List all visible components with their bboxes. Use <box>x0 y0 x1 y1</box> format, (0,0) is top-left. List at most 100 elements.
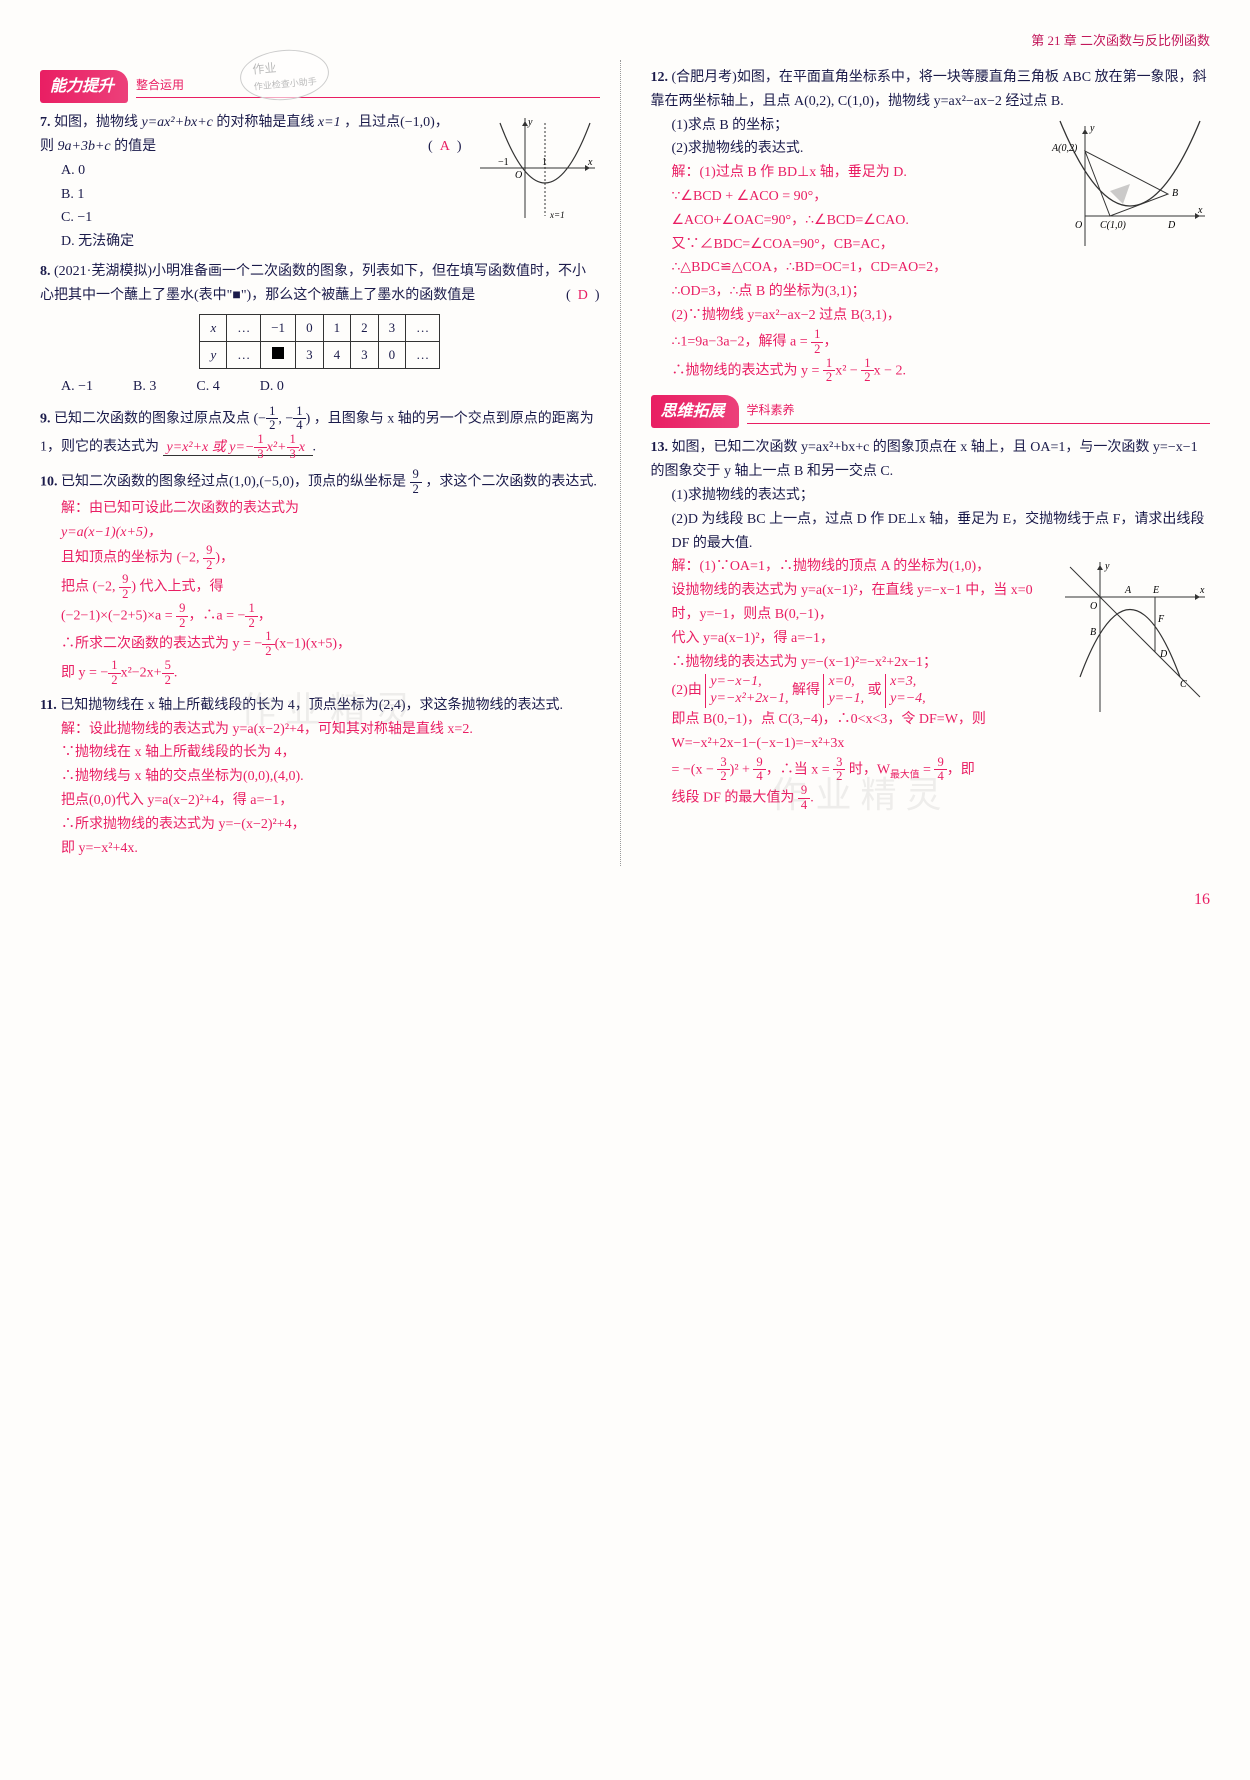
p8-num: 8. <box>40 264 51 279</box>
section-thinking: 思维拓展 学科素养 <box>651 395 1211 428</box>
svg-text:C(1,0): C(1,0) <box>1100 220 1127 231</box>
p11-sol1: 解：设此抛物线的表达式为 y=a(x−2)²+4，可知其对称轴是直线 x=2. <box>61 718 600 742</box>
svg-text:B: B <box>1172 188 1178 199</box>
p10-sol7: 即 y = −12x²−2x+52. <box>61 659 600 688</box>
p7-t4: 的值是 <box>114 139 156 154</box>
p11-t1: 已知抛物线在 x 轴上所截线段的长为 4，顶点坐标为(2,4)，求这条抛物线的表… <box>60 698 563 713</box>
svg-text:1: 1 <box>542 157 547 168</box>
p8-r1c5: 2 <box>351 314 379 341</box>
thinking-sub: 学科素养 <box>747 400 1210 423</box>
p13-graph: A B C D E F O x y <box>1060 557 1210 726</box>
problem-10: 10. 已知二次函数的图象经过点(1,0),(−5,0)，顶点的纵坐标是 92 … <box>40 468 600 688</box>
p8-r1c0: x <box>200 314 227 341</box>
svg-text:O: O <box>1075 220 1082 231</box>
p8-options: A. −1 B. 3 C. 4 D. 0 <box>61 375 600 399</box>
p10-sol4: 把点 (−2, 92) 代入上式，得 <box>61 573 600 602</box>
p8-r2c5: 3 <box>351 341 379 368</box>
p12-t1: (合肥月考)如图，在平面直角坐标系中，将一块等腰直角三角板 ABC 放在第一象限… <box>651 70 1207 109</box>
p8-r2c4: 4 <box>323 341 351 368</box>
p8-opt-b: B. 3 <box>133 375 156 399</box>
problem-7: −1 1 y x O x=1 7. 如图，抛物线 y=ax²+bx+c 的对称轴… <box>40 111 600 254</box>
p8-answer: D <box>578 288 588 303</box>
p13-q1: (1)求抛物线的表达式； <box>672 484 1211 508</box>
p10-sol3: 且知顶点的坐标为 (−2, 92)， <box>61 544 600 573</box>
two-column-layout: 作业 作业检查小助手 能力提升 整合运用 −1 1 y x <box>40 60 1210 866</box>
p7-t2: 的对称轴是直线 <box>216 115 318 130</box>
ink-icon <box>272 347 284 359</box>
p8-r2c3: 3 <box>296 341 324 368</box>
p12-sol7: (2)∵抛物线 y=ax²−ax−2 过点 B(3,1)， <box>672 304 1211 328</box>
svg-text:E: E <box>1152 585 1159 596</box>
p10-sol6: ∴所求二次函数的表达式为 y = −12(x−1)(x+5)， <box>61 630 600 659</box>
p8-r1c1: … <box>227 314 261 341</box>
p10-t2: ，求这个二次函数的表达式. <box>425 475 597 490</box>
svg-text:x: x <box>587 157 593 168</box>
p13-t1: 如图，已知二次函数 y=ax²+bx+c 的图象顶点在 x 轴上，且 OA=1，… <box>651 440 1198 479</box>
ability-sub: 整合运用 <box>136 75 599 98</box>
p8-text: (2021·芜湖模拟)小明准备画一个二次函数的图象，列表如下，但在填写函数值时，… <box>40 264 586 303</box>
p8-r2c6: 0 <box>378 341 406 368</box>
p10-num: 10. <box>40 475 58 490</box>
svg-text:x=1: x=1 <box>549 210 565 220</box>
p8-r2c2 <box>261 341 296 368</box>
svg-text:x: x <box>1197 205 1203 216</box>
p11-sol2: ∵抛物线在 x 轴上所截线段的长为 4， <box>61 741 600 765</box>
p9-answer: y=x²+x 或 y=−13x²+13x <box>163 440 313 456</box>
p10-t1: 已知二次函数的图象经过点(1,0),(−5,0)，顶点的纵坐标是 <box>61 475 410 490</box>
p8-opt-d: D. 0 <box>260 375 284 399</box>
page-header: 第 21 章 二次函数与反比例函数 <box>40 30 1210 52</box>
p8-r2c7: … <box>406 341 440 368</box>
p7-opt-d: D. 无法确定 <box>61 230 600 254</box>
thinking-badge: 思维拓展 <box>651 395 739 428</box>
p7-f1: y=ax²+bx+c <box>142 115 213 130</box>
p7-answer-bracket: ( A ) <box>428 135 461 159</box>
svg-text:O: O <box>1090 601 1097 612</box>
p8-opt-a: A. −1 <box>61 375 93 399</box>
p11-sol4: 把点(0,0)代入 y=a(x−2)²+4，得 a=−1， <box>61 789 600 813</box>
p9-num: 9. <box>40 411 51 426</box>
page-number: 16 <box>40 886 1210 913</box>
problem-8: 8. (2021·芜湖模拟)小明准备画一个二次函数的图象，列表如下，但在填写函数… <box>40 260 600 399</box>
table-row: x … −1 0 1 2 3 … <box>200 314 440 341</box>
svg-text:y: y <box>1089 123 1095 134</box>
p7-answer: A <box>440 139 450 154</box>
p12-sol6: ∴OD=3，∴点 B 的坐标为(3,1)； <box>672 280 1211 304</box>
svg-text:−1: −1 <box>498 157 509 168</box>
svg-text:B: B <box>1090 627 1096 638</box>
p8-table: x … −1 0 1 2 3 … y … 3 4 3 0 … <box>199 314 440 369</box>
p7-num: 7. <box>40 115 51 130</box>
problem-12: 12. (合肥月考)如图，在平面直角坐标系中，将一块等腰直角三角板 ABC 放在… <box>651 66 1211 385</box>
p12-sol8: ∴1=9a−3a−2，解得 a = 12， <box>672 328 1211 357</box>
p13-num: 13. <box>651 440 669 455</box>
svg-text:y: y <box>527 117 533 128</box>
p12-num: 12. <box>651 70 669 85</box>
problem-9: 9. 已知二次函数的图象过原点及点 (−12, −14) ，且图象与 x 轴的另… <box>40 405 600 462</box>
p9-pt: (− <box>254 411 267 426</box>
p11-sol6: 即 y=−x²+4x. <box>61 837 600 861</box>
p8-r2c1: … <box>227 341 261 368</box>
p8-r1c2: −1 <box>261 314 296 341</box>
p8-answer-bracket: ( D ) <box>566 284 599 308</box>
p12-graph: A(0,2) B C(1,0) D O x y <box>1050 116 1210 265</box>
problem-13: 13. 如图，已知二次函数 y=ax²+bx+c 的图象顶点在 x 轴上，且 O… <box>651 436 1211 813</box>
svg-text:A(0,2): A(0,2) <box>1051 143 1078 154</box>
p10-sol2: y=a(x−1)(x+5)， <box>61 521 600 545</box>
p13-sol7: = −(x − 32)² + 94，∴当 x = 32 时，W最大值 = 94，… <box>672 756 1211 785</box>
table-row: y … 3 4 3 0 … <box>200 341 440 368</box>
svg-text:O: O <box>515 170 522 181</box>
svg-text:x: x <box>1199 585 1205 596</box>
p11-num: 11. <box>40 698 57 713</box>
svg-text:A: A <box>1124 585 1132 596</box>
svg-text:y: y <box>1104 561 1110 572</box>
p7-f3: 9a+3b+c <box>58 139 111 154</box>
p11-sol3: ∴抛物线与 x 轴的交点坐标为(0,0),(4,0). <box>61 765 600 789</box>
problem-11: 11. 已知抛物线在 x 轴上所截线段的长为 4，顶点坐标为(2,4)，求这条抛… <box>40 694 600 861</box>
p10-sol5: (−2−1)×(−2+5)×a = 92，∴a = −12， <box>61 602 600 631</box>
right-column: 12. (合肥月考)如图，在平面直角坐标系中，将一块等腰直角三角板 ABC 放在… <box>651 60 1211 866</box>
p9-period: . <box>313 440 317 455</box>
p8-r1c7: … <box>406 314 440 341</box>
p11-sol5: ∴所求抛物线的表达式为 y=−(x−2)²+4， <box>61 813 600 837</box>
p8-opt-c: C. 4 <box>196 375 219 399</box>
left-column: 作业 作业检查小助手 能力提升 整合运用 −1 1 y x <box>40 60 621 866</box>
p13-sol8: 线段 DF 的最大值为 94. <box>672 784 1211 813</box>
